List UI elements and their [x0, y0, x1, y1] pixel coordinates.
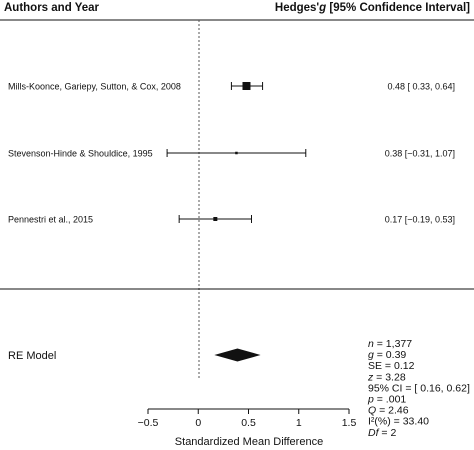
summary-stat: n = 1,377 [368, 338, 412, 350]
study-point-estimate [242, 82, 251, 90]
x-axis-tick-label: −0.5 [138, 417, 159, 429]
x-axis-tick-label: 1 [296, 417, 302, 429]
header-right: Hedges'g [95% Confidence Interval] [275, 2, 470, 14]
study-ci-text: 0.17 [−0.19, 0.53] [385, 215, 455, 225]
summary-stat: z = 3.28 [367, 371, 406, 383]
summary-label: RE Model [8, 350, 56, 362]
x-axis-tick-label: 1.5 [342, 417, 357, 429]
x-axis-label: Standardized Mean Difference [175, 436, 323, 448]
summary-stat: Df = 2 [368, 427, 396, 439]
study-ci-text: 0.38 [−0.31, 1.07] [385, 149, 455, 159]
summary-stat: g = 0.39 [368, 349, 406, 361]
study-point-estimate [235, 151, 238, 155]
study-point-estimate [213, 217, 218, 221]
study-label: Pennestri et al., 2015 [8, 215, 93, 225]
summary-stat: 95% CI = [ 0.16, 0.62] [368, 382, 470, 394]
study-label: Mills-Koonce, Gariepy, Sutton, & Cox, 20… [8, 82, 181, 92]
summary-stat: SE = 0.12 [368, 360, 415, 372]
summary-diamond [214, 348, 261, 362]
summary-stat: p = .001 [367, 394, 406, 406]
summary-stat: I²(%) = 33.40 [368, 416, 429, 428]
x-axis-tick-label: 0 [195, 417, 201, 429]
header-left: Authors and Year [4, 2, 100, 14]
study-ci-text: 0.48 [ 0.33, 0.64] [387, 82, 455, 92]
x-axis-tick-label: 0.5 [241, 417, 256, 429]
study-label: Stevenson-Hinde & Shouldice, 1995 [8, 149, 153, 159]
summary-stat: Q = 2.46 [368, 405, 409, 417]
